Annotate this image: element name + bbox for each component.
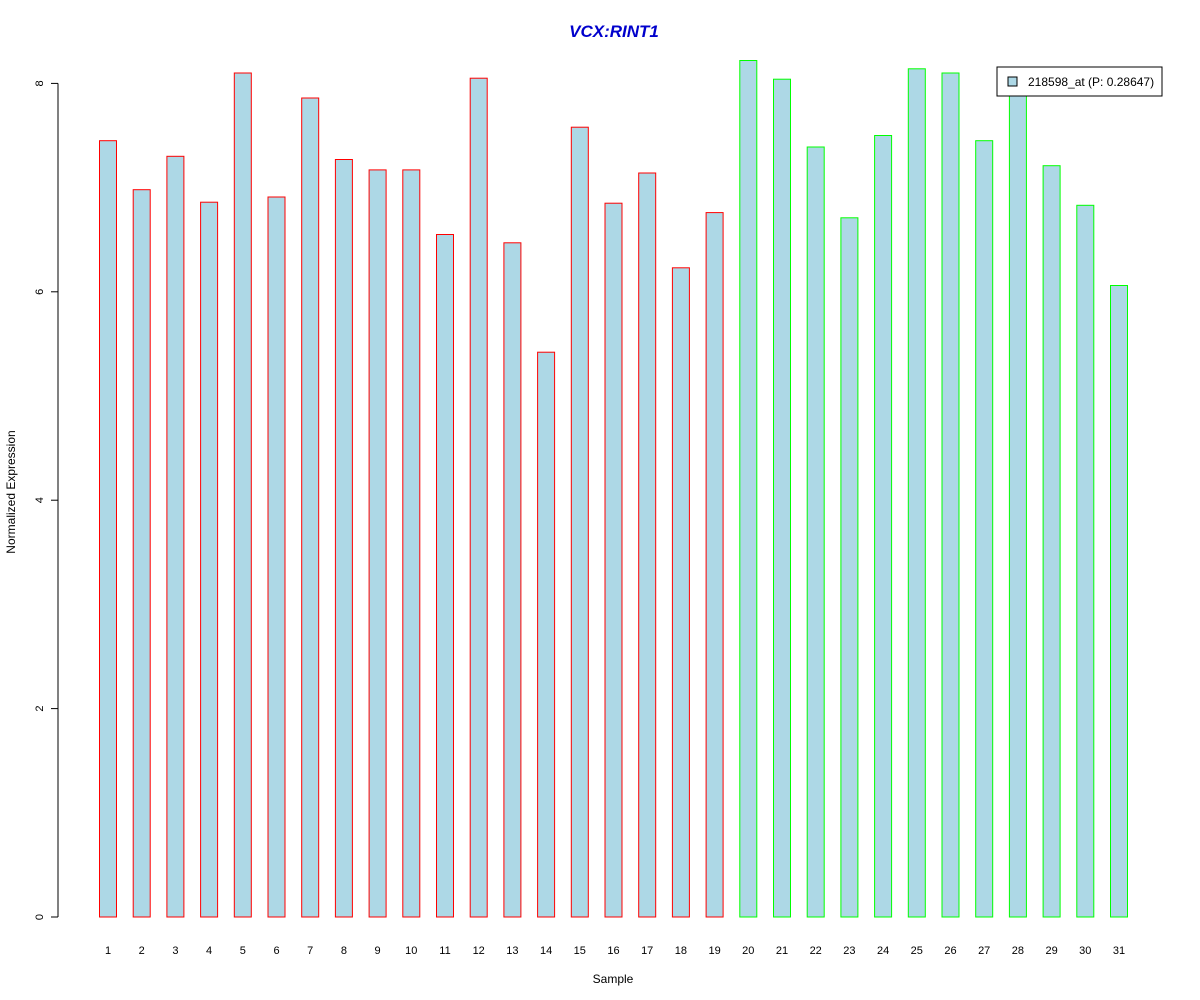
- bar-sample-8: [334, 159, 353, 918]
- bar-sample-28: [1008, 87, 1027, 918]
- bar-sample-22: [806, 146, 825, 918]
- x-tick-label-12: 12: [473, 945, 485, 957]
- bar-sample-4: [200, 201, 219, 918]
- bar-sample-9: [368, 169, 387, 918]
- bar-sample-25: [907, 68, 926, 918]
- x-tick-label-15: 15: [574, 945, 586, 957]
- bar-sample-20: [739, 60, 758, 918]
- y-tick-label-6: 6: [34, 289, 46, 295]
- bar-sample-16: [604, 202, 623, 918]
- x-tick-label-17: 17: [641, 945, 653, 957]
- x-tick-label-31: 31: [1113, 945, 1125, 957]
- x-tick-label-4: 4: [206, 945, 212, 957]
- x-tick-label-14: 14: [540, 945, 552, 957]
- bar-sample-3: [166, 155, 185, 918]
- x-tick-label-5: 5: [240, 945, 246, 957]
- x-tick-label-6: 6: [273, 945, 279, 957]
- legend-box: [996, 66, 1163, 97]
- bar-sample-21: [773, 78, 791, 918]
- bar-sample-13: [503, 242, 522, 918]
- bar-sample-24: [874, 135, 893, 918]
- x-tick-label-13: 13: [506, 945, 518, 957]
- bar-sample-5: [233, 72, 252, 918]
- x-tick-label-11: 11: [439, 945, 450, 957]
- bar-sample-7: [301, 97, 320, 918]
- x-tick-label-20: 20: [742, 945, 754, 957]
- x-tick-label-16: 16: [607, 945, 619, 957]
- bar-sample-31: [1110, 285, 1128, 918]
- x-tick-label-25: 25: [911, 945, 923, 957]
- x-tick-label-19: 19: [708, 945, 720, 957]
- x-tick-label-8: 8: [341, 945, 347, 957]
- x-tick-label-3: 3: [172, 945, 178, 957]
- bar-sample-6: [267, 196, 286, 918]
- bar-sample-26: [941, 72, 960, 918]
- bars-group: [99, 60, 1128, 918]
- bar-sample-10: [402, 169, 421, 918]
- x-tick-label-29: 29: [1045, 945, 1057, 957]
- bar-sample-19: [705, 212, 724, 918]
- bar-sample-2: [132, 189, 151, 918]
- x-tick-label-21: 21: [776, 945, 788, 957]
- x-tick-label-1: 1: [105, 945, 111, 957]
- bar-sample-14: [537, 351, 556, 918]
- x-tick-label-26: 26: [944, 945, 956, 957]
- legend-label: 218598_at (P: 0.28647): [1028, 75, 1154, 89]
- x-tick-label-2: 2: [139, 945, 145, 957]
- y-axis-label: Normalized Expression: [4, 430, 18, 553]
- bar-sample-11: [436, 234, 454, 918]
- y-tick-label-8: 8: [34, 80, 46, 86]
- x-tick-label-30: 30: [1079, 945, 1091, 957]
- bar-sample-23: [840, 217, 859, 918]
- y-tick-label-4: 4: [34, 497, 46, 503]
- chart-title: VCX:RINT1: [569, 22, 659, 41]
- x-tick-label-22: 22: [810, 945, 822, 957]
- legend-swatch: [1007, 76, 1018, 87]
- x-tick-label-18: 18: [675, 945, 687, 957]
- bar-sample-1: [99, 140, 117, 918]
- x-tick-label-23: 23: [843, 945, 855, 957]
- x-tick-label-28: 28: [1012, 945, 1024, 957]
- x-tick-label-24: 24: [877, 945, 889, 957]
- x-tick-label-7: 7: [307, 945, 313, 957]
- bar-sample-12: [469, 77, 488, 918]
- x-tick-label-10: 10: [405, 945, 417, 957]
- legend: 218598_at (P: 0.28647): [996, 66, 1163, 97]
- y-axis: 0 2 4 6 8: [34, 80, 59, 920]
- x-tick-label-9: 9: [375, 945, 381, 957]
- x-tick-labels: 1 2 3 4 5 6 7 8 9 10 11 12 13 14 15 16 17 18 19 20 21 22 23 24 2…: [105, 945, 1125, 957]
- bar-sample-29: [1042, 165, 1061, 918]
- x-tick-label-27: 27: [978, 945, 990, 957]
- bar-sample-18: [671, 267, 690, 918]
- y-tick-label-0: 0: [34, 914, 46, 920]
- bar-sample-15: [570, 126, 589, 918]
- x-axis-label: Sample: [593, 972, 634, 986]
- bar-sample-27: [975, 140, 994, 918]
- bar-sample-17: [638, 172, 657, 918]
- y-tick-label-2: 2: [34, 706, 46, 712]
- bar-sample-30: [1076, 204, 1095, 918]
